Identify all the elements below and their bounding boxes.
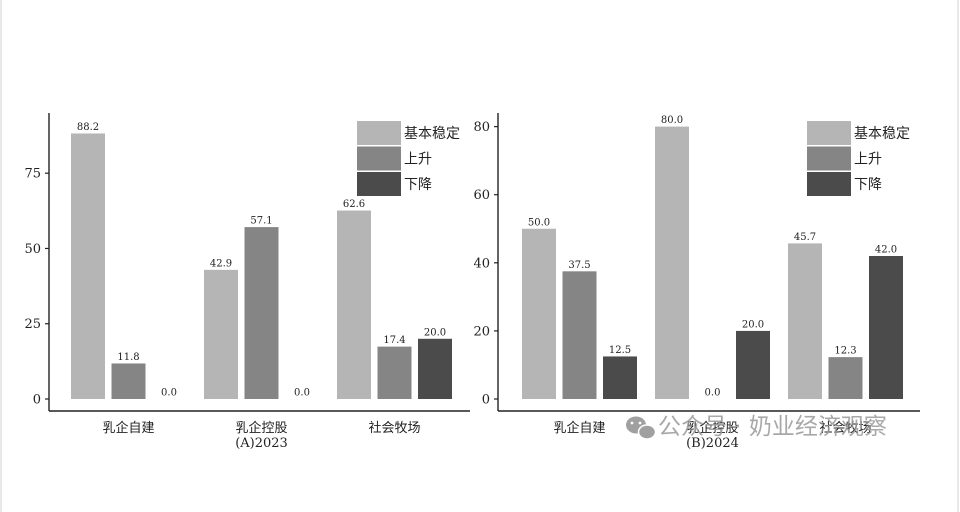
legend-swatch [357,146,401,171]
watermark: 公众号 · 奶业经济观察 [626,414,887,440]
category-label: 乳企自建 [102,420,154,436]
y-tick-label: 60 [473,188,490,203]
x-axis-label: (B)2024 [686,436,739,451]
wechat-icon [626,416,657,440]
data-label: 57.1 [250,216,272,227]
data-label: 0.0 [705,388,721,399]
bar [71,133,105,400]
data-label: 20.0 [742,319,764,330]
y-tick-label: 0 [482,393,490,408]
legend-label: 基本稳定 [854,125,910,142]
y-tick-label: 25 [24,317,41,332]
data-label: 0.0 [294,388,310,399]
data-label: 11.8 [117,352,139,363]
legend-label: 上升 [854,152,882,168]
category-label: 社会牧场 [368,420,420,436]
data-label: 0.0 [161,388,177,399]
category-label: 乳企控股 [686,420,738,436]
bar [603,356,637,399]
bar [736,330,770,399]
data-label: 37.5 [568,260,590,271]
bar [377,346,412,399]
bar [418,338,452,399]
chart-panel-2023: 0 25 50 75 88.2 42.9 62.6 11.8 57.1 17.4 0.0 0.0 20.… [24,113,470,451]
data-label: 45.7 [794,232,816,243]
y-tick-label: 75 [24,167,41,182]
legend-swatch [807,121,851,145]
bar [204,269,238,399]
legend-label: 基本稳定 [404,125,460,142]
y-tick-label: 20 [473,324,490,339]
legend-label: 下降 [404,177,432,193]
bar [869,256,903,399]
data-label: 88.2 [77,122,99,133]
legend-label: 下降 [854,177,882,193]
bar [522,228,556,399]
data-label: 20.0 [424,327,446,338]
data-label: 17.4 [383,335,405,346]
legend-swatch [357,121,401,145]
bar [655,126,689,399]
x-axis-label: (A)2023 [235,436,288,451]
category-label: 社会牧场 [819,420,871,436]
bar [788,243,822,399]
bar [828,357,863,399]
legend-swatch [807,172,851,196]
data-label: 80.0 [661,115,683,126]
bar [111,363,146,399]
data-label: 50.0 [528,217,550,228]
y-tick-label: 40 [473,256,490,271]
watermark-text: 公众号 · 奶业经济观察 [658,414,887,440]
data-label: 12.3 [834,346,856,357]
category-label: 乳企自建 [553,420,605,436]
data-label: 42.0 [875,245,897,256]
bar [337,210,371,399]
category-label: 乳企控股 [235,420,287,436]
bar [244,227,279,399]
data-label: 62.6 [343,199,365,210]
bar [562,271,597,399]
legend-swatch [357,172,401,196]
legend-label: 上升 [404,152,432,168]
y-tick-label: 80 [473,120,490,135]
y-tick-label: 0 [33,393,41,408]
y-tick-label: 50 [24,242,41,257]
data-label: 42.9 [210,258,232,269]
chart-panel-2024: 0 20 40 60 80 50.0 80.0 45.7 37.5 0.0 12.3 12.5 20.0… [473,113,920,451]
data-label: 12.5 [609,345,631,356]
legend-swatch [807,146,851,171]
